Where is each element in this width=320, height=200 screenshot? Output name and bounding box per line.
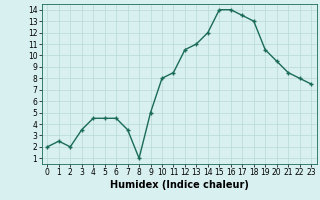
X-axis label: Humidex (Indice chaleur): Humidex (Indice chaleur): [110, 180, 249, 190]
